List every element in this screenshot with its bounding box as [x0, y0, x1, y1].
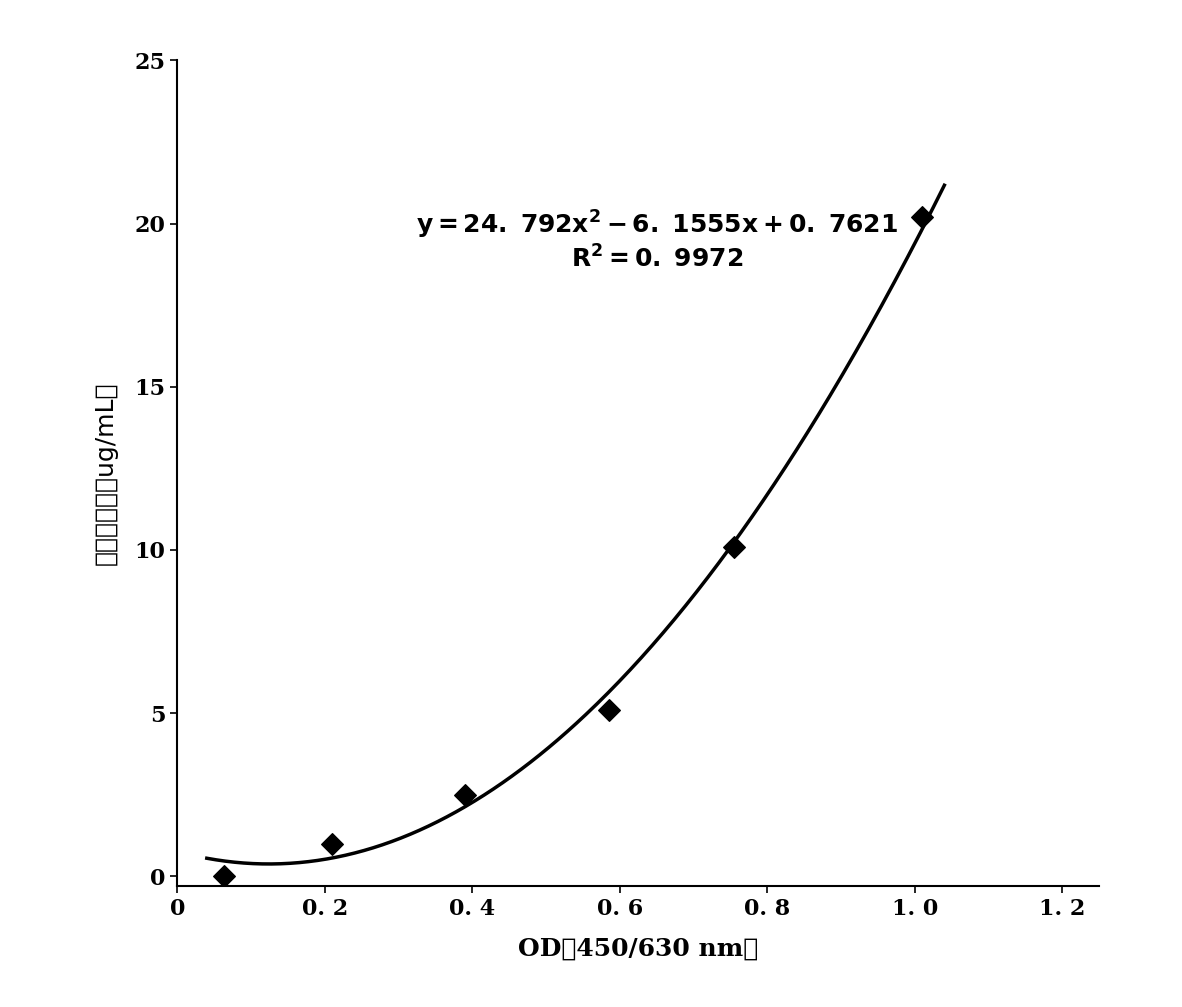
Point	[599, 702, 618, 718]
Point	[725, 539, 743, 555]
Point	[214, 868, 233, 884]
Point	[323, 836, 342, 852]
Y-axis label: 外泌体浓度（ug/mL）: 外泌体浓度（ug/mL）	[93, 382, 118, 565]
X-axis label: OD（450/630 nm）: OD（450/630 nm）	[518, 937, 759, 961]
Text: $\mathbf{y = 24.\ 792x^2 - 6.\ 1555x + 0.\ 7621}$
$\mathbf{R^2 = 0.\ 9972}$: $\mathbf{y = 24.\ 792x^2 - 6.\ 1555x + 0…	[416, 209, 897, 273]
Point	[455, 786, 474, 803]
Point	[913, 209, 931, 226]
